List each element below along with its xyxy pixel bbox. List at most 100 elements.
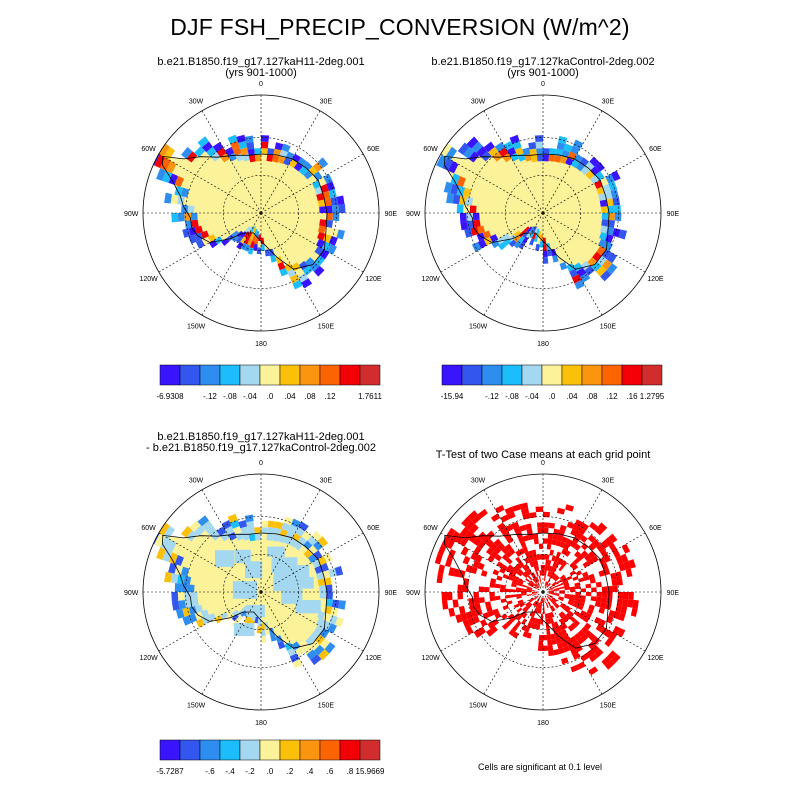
significant-cell [575,570,583,577]
grid-cell [310,630,320,641]
graticule [143,95,379,331]
label-bar-box [319,364,341,386]
significant-cell [552,597,558,602]
significant-cell [470,566,478,574]
significant-cell [493,538,502,547]
grid-cell [165,539,177,553]
longitude-label: 30W [189,478,204,485]
grid-cell [549,147,557,156]
grid-cell [281,522,291,532]
grid-cell [177,592,185,601]
significant-cell [521,592,527,594]
longitude-label: 0 [541,460,545,467]
grid-cell [529,238,535,246]
grid-cell [303,549,313,559]
significant-cell [548,612,553,619]
grid-cell [307,554,317,563]
significant-cell [527,575,533,581]
significant-cell [512,567,519,574]
grid-cell [319,206,327,213]
label-bar-tick: .2 [287,767,294,776]
significant-cell [494,612,502,619]
significant-cell [527,603,533,609]
significant-cell [501,554,509,561]
grid-cell [528,142,537,150]
significant-cell [567,601,574,606]
grid-cell [313,540,323,551]
significant-cell [620,605,628,615]
significant-cell [530,580,536,585]
significant-cell [528,583,534,588]
significant-cell [511,580,518,585]
grid-cell [200,230,210,239]
significant-cell [505,543,513,551]
grid-cell [518,241,526,250]
longitude-label: 120W [139,655,158,662]
grid-cell [330,607,339,617]
grid-cell [571,274,582,284]
label-bar-tick: .08 [304,392,316,401]
significant-cell [574,519,584,528]
grid-cell [212,141,224,152]
significant-cell [586,608,594,615]
significant-cell [510,570,517,576]
grid-cell [261,154,268,162]
grid-cell [216,147,227,158]
grid-cell [309,261,320,272]
label-bar-box [299,364,321,386]
significant-cell [485,539,494,548]
significant-cell [545,559,549,566]
significant-cell [518,561,525,568]
grid-cell [606,198,614,207]
grid-cell [160,536,171,550]
significant-cell [492,569,500,576]
grid-cell [235,235,243,244]
longitude-label: 90E [385,211,398,218]
label-bar-tick: .16 [626,392,638,401]
significant-cell [535,570,539,577]
significant-cell [608,610,616,618]
grid-cell [325,598,334,608]
significant-cell [519,502,529,510]
significant-cell [517,599,524,604]
significant-cell [558,624,565,632]
grid-cell [570,145,580,155]
grid-cell [261,533,268,541]
grid-cell [318,649,330,661]
grid-cell [281,588,303,604]
latitude-circle [467,137,619,289]
grid-cell [221,519,232,530]
significant-cell [554,589,560,592]
significant-cell [532,586,538,590]
grid-cell [599,199,608,207]
grid-cell [439,142,452,157]
grid-cell [336,229,346,240]
grid-cell [195,239,205,249]
grid-cell [164,192,173,204]
longitude-label: 60E [649,525,662,532]
significant-cell [515,556,522,564]
significant-cell [531,611,536,618]
significant-cell [564,593,571,597]
grid-cell [267,526,275,535]
longitude-label: 30E [320,478,333,485]
grid-cell [244,561,263,579]
significant-cell [516,614,523,621]
significant-cell [541,597,543,604]
grid-cell [291,532,302,542]
longitude-label: 90W [406,211,421,218]
grid-cell [319,628,330,639]
significant-cell [538,575,542,582]
grid-cell [267,147,275,156]
significant-cell [469,604,476,612]
significant-cell [531,592,538,594]
significant-cell [557,597,564,602]
grid-cell [313,171,323,181]
longitude-label: 150W [469,323,488,330]
grid-cell [236,241,244,250]
significant-cell [580,626,589,634]
significant-cell [502,573,509,580]
map-boundary [424,473,662,711]
longitude-label: 120W [139,276,158,283]
significant-cell [533,601,538,607]
